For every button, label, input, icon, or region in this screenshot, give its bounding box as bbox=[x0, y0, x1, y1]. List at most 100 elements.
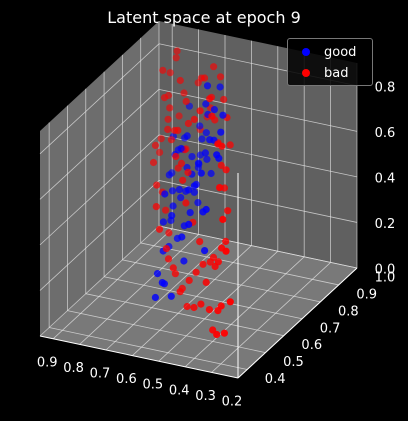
data-point-bad bbox=[164, 125, 172, 133]
data-point-bad bbox=[184, 168, 192, 176]
data-point-bad bbox=[217, 161, 225, 169]
data-point-good bbox=[203, 82, 212, 90]
legend-item-bad: bad bbox=[294, 64, 348, 82]
data-point-good bbox=[203, 155, 211, 163]
y-tick-label: 0.5 bbox=[283, 355, 304, 370]
x-tick-label: 0.7 bbox=[90, 367, 111, 382]
data-point-good bbox=[159, 218, 167, 226]
x-tick-label: 0.4 bbox=[169, 383, 190, 398]
data-point-good bbox=[169, 202, 177, 210]
data-point-bad bbox=[183, 302, 191, 311]
data-point-bad bbox=[171, 270, 179, 278]
y-tick-label: 0.8 bbox=[338, 304, 359, 319]
data-point-good bbox=[165, 171, 173, 179]
legend-marker-bad bbox=[302, 69, 310, 77]
data-point-bad bbox=[151, 141, 160, 149]
legend: good bad bbox=[287, 38, 373, 86]
data-point-bad bbox=[208, 112, 216, 120]
y-tick-label: 0.4 bbox=[265, 372, 286, 387]
grid-line-y-floor bbox=[122, 259, 321, 303]
axis-lines bbox=[39, 173, 358, 379]
data-point-bad bbox=[205, 306, 213, 314]
x-tick-label: 0.9 bbox=[37, 355, 58, 370]
data-point-bad bbox=[222, 237, 230, 245]
data-point-bad bbox=[165, 229, 173, 237]
data-point-bad bbox=[222, 166, 230, 174]
data-point-good bbox=[167, 292, 175, 300]
z-tick-label: 0.4 bbox=[375, 171, 396, 186]
data-point-bad bbox=[167, 136, 175, 144]
x-tick-label: 0.5 bbox=[142, 378, 163, 393]
legend-label-bad: bad bbox=[324, 65, 349, 81]
data-point-good bbox=[196, 122, 204, 130]
grid-line-z-back bbox=[158, 134, 358, 178]
data-point-good bbox=[198, 135, 206, 143]
data-point-good bbox=[161, 190, 169, 198]
data-point-good bbox=[216, 83, 224, 91]
data-point-good bbox=[177, 144, 185, 153]
data-point-bad bbox=[174, 126, 182, 134]
y-tick-label: 1.0 bbox=[375, 271, 396, 286]
data-point-bad bbox=[218, 142, 226, 150]
data-points bbox=[149, 47, 234, 339]
z-tick-label: 0.0 bbox=[375, 263, 396, 278]
data-point-good bbox=[183, 132, 191, 140]
data-point-bad bbox=[176, 288, 184, 296]
data-point-good bbox=[185, 186, 193, 194]
data-point-bad bbox=[182, 199, 190, 207]
x-tick-label: 0.8 bbox=[63, 361, 84, 376]
data-point-bad bbox=[176, 76, 184, 85]
data-point-bad bbox=[156, 148, 164, 156]
grid-line-x-floor bbox=[211, 262, 331, 373]
legend-item-good: good bbox=[294, 43, 356, 61]
data-point-bad bbox=[177, 159, 186, 167]
data-point-bad bbox=[192, 268, 200, 276]
data-point-good bbox=[188, 153, 196, 161]
data-point-bad bbox=[166, 104, 174, 112]
data-point-good bbox=[177, 194, 185, 202]
data-point-good bbox=[201, 247, 209, 255]
data-point-bad bbox=[153, 181, 161, 189]
data-point-bad bbox=[226, 298, 234, 306]
data-point-good bbox=[207, 169, 215, 178]
data-point-good bbox=[194, 159, 203, 167]
data-point-good bbox=[190, 182, 198, 190]
data-point-bad bbox=[217, 302, 225, 310]
grid-line-z-side bbox=[39, 43, 160, 155]
side-pane bbox=[40, 21, 159, 336]
data-point-good bbox=[201, 149, 209, 157]
z-tick-label: 0.2 bbox=[375, 217, 396, 232]
data-point-bad bbox=[172, 54, 180, 62]
data-point-good bbox=[217, 128, 225, 136]
data-point-bad bbox=[155, 225, 164, 233]
grid-line-y-floor bbox=[140, 242, 339, 286]
data-point-good bbox=[180, 257, 188, 265]
data-point-bad bbox=[169, 264, 177, 272]
data-point-bad bbox=[157, 135, 165, 143]
data-point-bad bbox=[162, 245, 170, 253]
data-point-bad bbox=[206, 95, 214, 103]
data-point-bad bbox=[220, 95, 228, 104]
grid-line-z-side bbox=[39, 134, 160, 246]
data-point-good bbox=[168, 187, 177, 195]
data-point-bad bbox=[152, 203, 160, 211]
grid-line-z-side bbox=[39, 225, 160, 337]
grid-line-z-back bbox=[158, 88, 358, 132]
z-tick-label: 0.8 bbox=[375, 80, 396, 95]
data-point-bad bbox=[201, 74, 209, 82]
data-point-bad bbox=[214, 258, 222, 266]
data-point-bad bbox=[220, 329, 228, 337]
data-point-bad bbox=[180, 89, 188, 97]
grid-line-z-side bbox=[39, 180, 160, 291]
data-point-good bbox=[197, 169, 205, 177]
data-point-good bbox=[175, 186, 183, 194]
data-point-bad bbox=[175, 112, 183, 120]
grid-line-y-floor bbox=[67, 310, 266, 354]
data-point-bad bbox=[173, 47, 181, 55]
data-point-bad bbox=[164, 255, 173, 263]
data-point-bad bbox=[213, 330, 221, 339]
data-point-bad bbox=[219, 215, 227, 223]
grid-line-x-floor bbox=[132, 245, 252, 356]
x-tick-label: 0.2 bbox=[222, 395, 243, 410]
